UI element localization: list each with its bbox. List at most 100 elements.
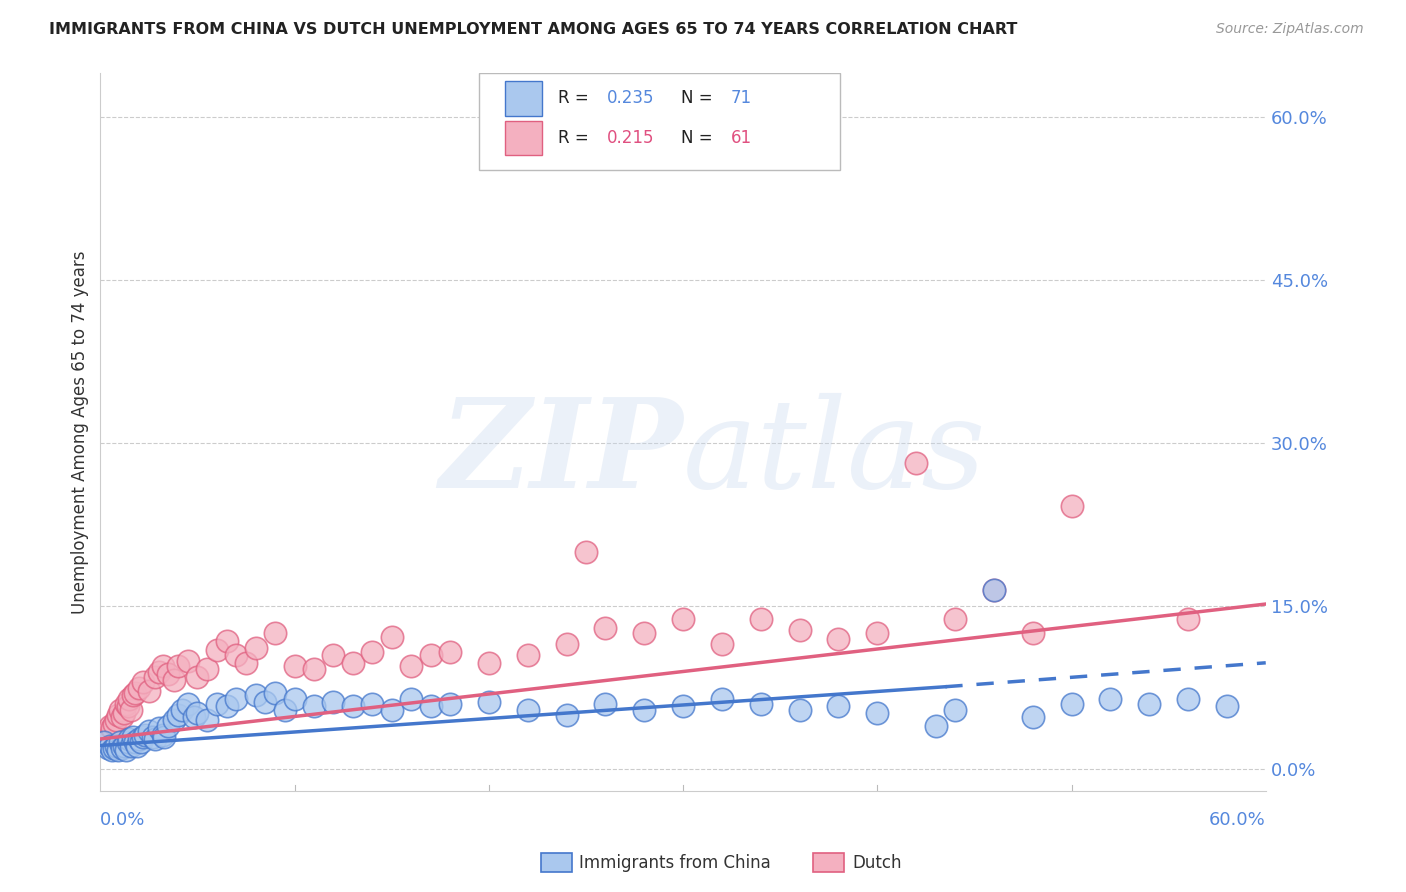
Point bbox=[111, 710, 134, 724]
Point bbox=[93, 730, 115, 744]
Point bbox=[439, 645, 461, 659]
Point bbox=[97, 724, 120, 739]
Point bbox=[101, 743, 124, 757]
Point bbox=[98, 739, 121, 753]
Point bbox=[124, 686, 146, 700]
Point bbox=[104, 714, 127, 728]
Point bbox=[264, 626, 287, 640]
Point bbox=[1137, 697, 1160, 711]
Point bbox=[183, 710, 205, 724]
Point bbox=[983, 582, 1005, 597]
FancyBboxPatch shape bbox=[505, 81, 543, 116]
Point bbox=[322, 648, 344, 663]
Text: 0.215: 0.215 bbox=[607, 129, 655, 147]
Point bbox=[254, 695, 277, 709]
Point bbox=[122, 730, 145, 744]
Point bbox=[143, 670, 166, 684]
Point bbox=[142, 730, 165, 744]
Text: ZIP: ZIP bbox=[439, 392, 683, 515]
Point bbox=[245, 689, 267, 703]
Point bbox=[555, 708, 578, 723]
Text: atlas: atlas bbox=[683, 392, 987, 515]
Point bbox=[195, 662, 218, 676]
Text: 71: 71 bbox=[731, 89, 752, 107]
Point bbox=[361, 645, 384, 659]
Point bbox=[284, 691, 307, 706]
Point bbox=[122, 689, 145, 703]
Point bbox=[111, 740, 134, 755]
Text: IMMIGRANTS FROM CHINA VS DUTCH UNEMPLOYMENT AMONG AGES 65 TO 74 YEARS CORRELATIO: IMMIGRANTS FROM CHINA VS DUTCH UNEMPLOYM… bbox=[49, 22, 1018, 37]
Point bbox=[132, 730, 155, 744]
Point bbox=[439, 697, 461, 711]
Point bbox=[749, 612, 772, 626]
Text: Immigrants from China: Immigrants from China bbox=[579, 854, 770, 871]
Point bbox=[124, 735, 146, 749]
Point bbox=[132, 675, 155, 690]
Point bbox=[905, 456, 928, 470]
Point bbox=[107, 743, 129, 757]
Point bbox=[595, 697, 617, 711]
Point bbox=[302, 662, 325, 676]
Point bbox=[103, 740, 125, 755]
Point bbox=[104, 739, 127, 753]
Point bbox=[138, 724, 160, 739]
Point bbox=[342, 656, 364, 670]
Point bbox=[749, 697, 772, 711]
Text: Dutch: Dutch bbox=[852, 854, 901, 871]
Point bbox=[225, 648, 247, 663]
FancyBboxPatch shape bbox=[505, 120, 543, 155]
Point bbox=[361, 697, 384, 711]
Point bbox=[789, 623, 811, 637]
Point bbox=[98, 719, 121, 733]
Point bbox=[101, 721, 124, 735]
Point bbox=[138, 684, 160, 698]
Point bbox=[152, 728, 174, 742]
Point bbox=[516, 648, 538, 663]
Point bbox=[1177, 612, 1199, 626]
Point bbox=[118, 731, 141, 746]
Point bbox=[1060, 697, 1083, 711]
Point bbox=[399, 691, 422, 706]
Point bbox=[177, 697, 200, 711]
Point bbox=[1021, 710, 1043, 724]
Text: 60.0%: 60.0% bbox=[1209, 811, 1265, 829]
Point bbox=[478, 656, 501, 670]
Point bbox=[672, 699, 695, 714]
Point bbox=[186, 670, 208, 684]
Point bbox=[1060, 499, 1083, 513]
Point bbox=[924, 719, 946, 733]
Point bbox=[97, 740, 120, 755]
Point bbox=[1099, 691, 1122, 706]
Point bbox=[120, 739, 142, 753]
Point bbox=[827, 632, 849, 646]
Point bbox=[983, 582, 1005, 597]
Point bbox=[516, 703, 538, 717]
Point bbox=[128, 681, 150, 695]
Point bbox=[419, 648, 441, 663]
Point bbox=[381, 703, 404, 717]
Point bbox=[205, 697, 228, 711]
Text: N =: N = bbox=[681, 129, 717, 147]
Point bbox=[157, 719, 180, 733]
Point bbox=[399, 659, 422, 673]
Point bbox=[264, 686, 287, 700]
Point bbox=[672, 612, 695, 626]
Point bbox=[1216, 699, 1239, 714]
Point bbox=[163, 673, 186, 688]
Point bbox=[1177, 691, 1199, 706]
Point bbox=[153, 730, 176, 744]
Point bbox=[225, 691, 247, 706]
Text: N =: N = bbox=[681, 89, 717, 107]
Point bbox=[108, 735, 131, 749]
Point bbox=[245, 640, 267, 655]
Point bbox=[120, 703, 142, 717]
Point bbox=[633, 703, 655, 717]
Point bbox=[148, 721, 170, 735]
Point bbox=[114, 743, 136, 757]
Point bbox=[117, 699, 139, 714]
Point bbox=[866, 706, 889, 720]
FancyBboxPatch shape bbox=[479, 73, 841, 170]
Point bbox=[163, 714, 186, 728]
Point bbox=[114, 697, 136, 711]
Point bbox=[167, 708, 190, 723]
